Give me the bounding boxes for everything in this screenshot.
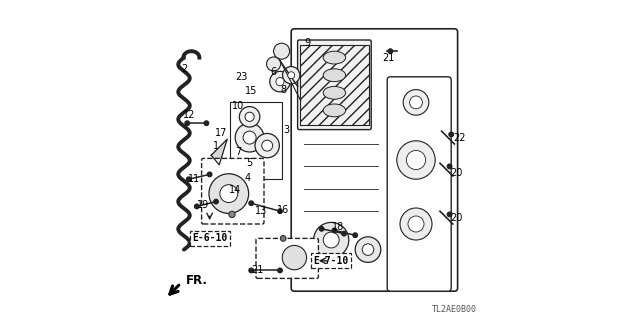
Text: 18: 18 <box>332 222 344 232</box>
Text: 4: 4 <box>245 172 251 183</box>
Circle shape <box>214 199 218 204</box>
Ellipse shape <box>323 51 346 64</box>
Text: 15: 15 <box>245 86 257 96</box>
Circle shape <box>406 150 426 170</box>
Text: 11: 11 <box>188 174 201 184</box>
Circle shape <box>276 77 284 86</box>
Circle shape <box>187 177 191 181</box>
Circle shape <box>388 49 393 53</box>
Text: 6: 6 <box>271 67 276 77</box>
Circle shape <box>332 228 337 233</box>
Text: 16: 16 <box>277 204 289 215</box>
Text: 20: 20 <box>450 212 462 223</box>
Circle shape <box>323 232 339 248</box>
Text: E-6-10: E-6-10 <box>192 233 227 244</box>
Circle shape <box>447 164 452 169</box>
Text: 14: 14 <box>229 185 241 196</box>
FancyBboxPatch shape <box>387 77 451 291</box>
Text: 8: 8 <box>280 84 286 95</box>
Circle shape <box>447 212 452 217</box>
Text: 22: 22 <box>453 132 465 143</box>
Text: 17: 17 <box>214 128 227 138</box>
Circle shape <box>245 112 254 121</box>
Circle shape <box>278 268 282 273</box>
Text: 12: 12 <box>182 110 195 120</box>
Circle shape <box>314 222 349 258</box>
Circle shape <box>408 216 424 232</box>
Text: 23: 23 <box>236 72 248 82</box>
Circle shape <box>262 140 273 151</box>
Circle shape <box>236 123 264 152</box>
FancyBboxPatch shape <box>202 158 264 224</box>
FancyBboxPatch shape <box>256 238 319 278</box>
Circle shape <box>270 71 291 92</box>
Text: TL2AE0B00: TL2AE0B00 <box>432 305 477 314</box>
Circle shape <box>353 233 357 237</box>
Circle shape <box>204 121 209 125</box>
Circle shape <box>185 121 189 125</box>
Circle shape <box>249 268 253 273</box>
Circle shape <box>282 245 307 270</box>
Circle shape <box>249 201 253 205</box>
Text: 10: 10 <box>232 100 244 111</box>
Circle shape <box>400 208 432 240</box>
Circle shape <box>207 172 212 177</box>
Circle shape <box>410 96 422 109</box>
Text: FR.: FR. <box>186 274 207 287</box>
Text: 5: 5 <box>246 158 253 168</box>
Text: 21: 21 <box>252 265 264 276</box>
Circle shape <box>280 236 286 241</box>
Ellipse shape <box>323 86 346 99</box>
Circle shape <box>355 237 381 262</box>
Circle shape <box>274 43 290 59</box>
Circle shape <box>195 204 199 209</box>
Text: 1: 1 <box>213 140 219 151</box>
Circle shape <box>243 131 256 144</box>
Circle shape <box>288 72 294 79</box>
Circle shape <box>278 209 282 213</box>
Ellipse shape <box>323 69 346 82</box>
Circle shape <box>209 174 249 213</box>
Circle shape <box>403 90 429 115</box>
Circle shape <box>319 227 324 231</box>
Circle shape <box>229 211 236 218</box>
FancyBboxPatch shape <box>291 29 458 291</box>
Polygon shape <box>211 139 227 165</box>
Text: 19: 19 <box>197 200 209 210</box>
Circle shape <box>342 231 346 236</box>
Circle shape <box>267 57 281 71</box>
FancyBboxPatch shape <box>298 40 371 130</box>
Text: 3: 3 <box>284 124 289 135</box>
Text: 21: 21 <box>383 52 395 63</box>
Circle shape <box>255 133 280 158</box>
Ellipse shape <box>323 104 346 117</box>
Text: 20: 20 <box>450 168 462 178</box>
Circle shape <box>282 67 300 84</box>
Text: 13: 13 <box>255 206 267 216</box>
Text: E-7-10: E-7-10 <box>314 256 349 266</box>
Circle shape <box>362 244 374 255</box>
Text: 9: 9 <box>304 38 310 48</box>
Circle shape <box>397 141 435 179</box>
Circle shape <box>449 132 453 137</box>
Text: 7: 7 <box>236 147 241 157</box>
Circle shape <box>239 107 260 127</box>
Circle shape <box>220 185 238 203</box>
Bar <box>300 45 369 125</box>
Text: 2: 2 <box>181 64 187 74</box>
